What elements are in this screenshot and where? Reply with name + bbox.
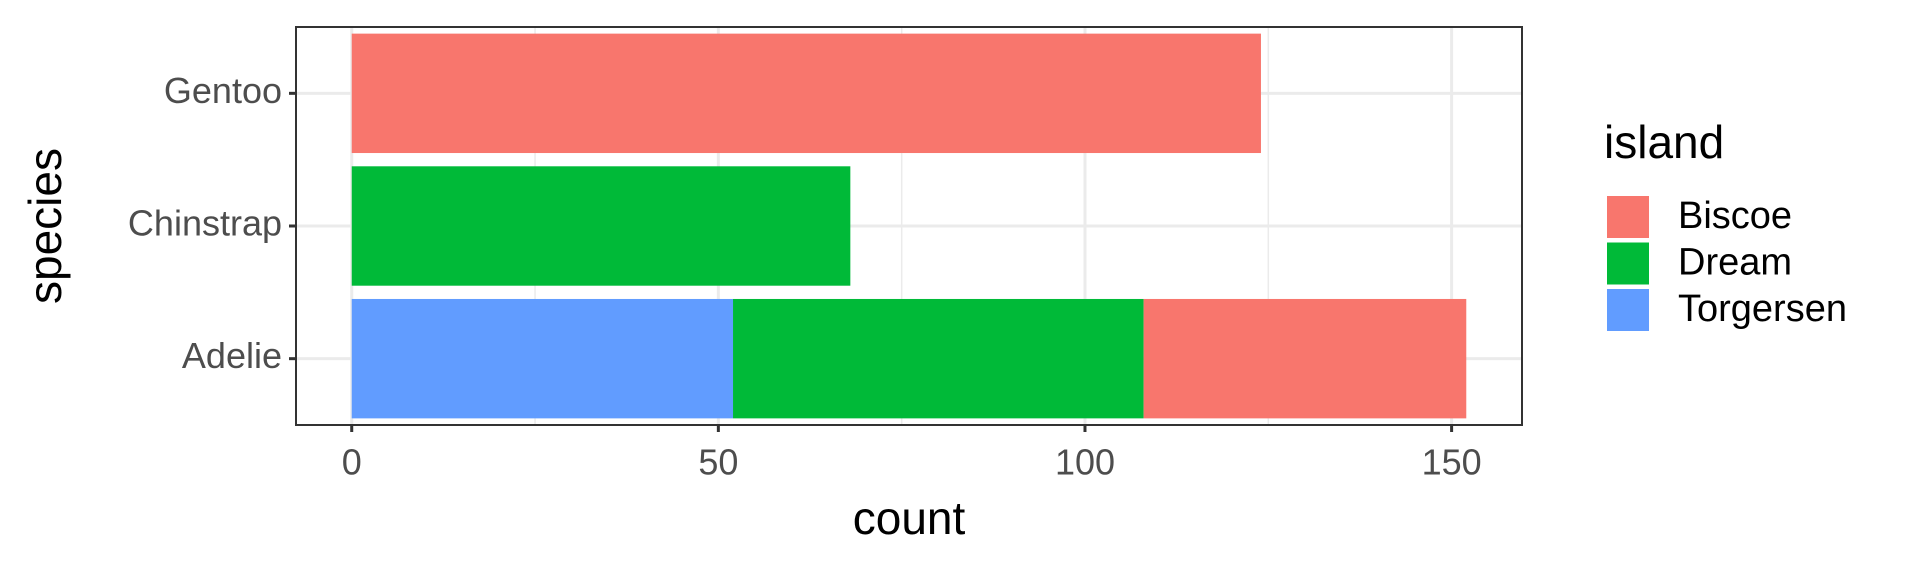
x-tick-label: 0 [342,442,362,483]
y-tick-label: Chinstrap [128,203,282,244]
panel-border [295,26,1523,426]
x-axis-title: count [853,492,966,544]
x-tick-label: 150 [1422,442,1482,483]
bar [733,298,1144,419]
x-tick-label: 50 [698,442,738,483]
legend-label: Torgersen [1678,288,1847,330]
bar [351,33,1261,154]
legend-key [1607,289,1649,331]
legend-label: Dream [1678,242,1792,284]
y-tick-label: Adelie [182,335,282,376]
y-axis-title: species [19,148,71,304]
y-tick-label: Gentoo [164,70,282,111]
bar [1143,298,1467,419]
x-tick-label: 100 [1055,442,1115,483]
bar [351,298,734,419]
legend-key [1607,242,1649,285]
legend-key [1607,196,1649,238]
bar [351,166,851,286]
legend-title: island [1604,116,1724,168]
legend-label: Biscoe [1678,195,1792,237]
